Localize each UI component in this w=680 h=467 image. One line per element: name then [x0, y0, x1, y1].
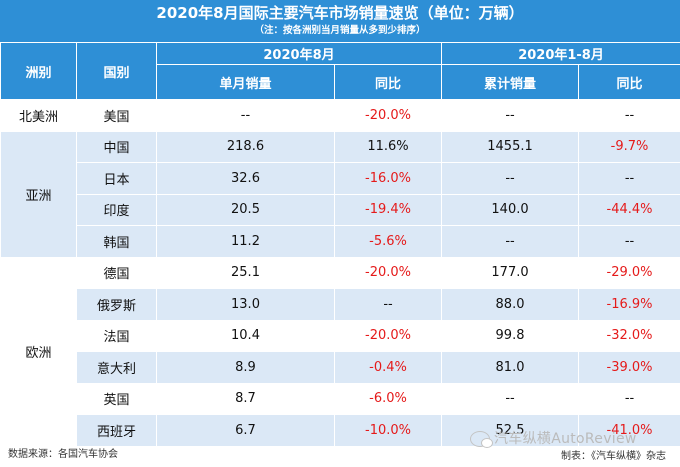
- country-cell: 西班牙: [76, 414, 157, 447]
- ytd-sales-cell: 140.0: [441, 193, 580, 226]
- title-bar: 2020年8月国际主要汽车市场销量速览（单位：万辆） （注：按各洲别当月销量从多…: [0, 0, 680, 42]
- country-cell: 法国: [76, 319, 157, 352]
- yoy-month-cell: -6.0%: [333, 382, 443, 415]
- ytd-sales-cell: --: [441, 162, 580, 195]
- table-row: 英国 8.7 -6.0% -- --: [1, 382, 680, 415]
- watermark-text: 汽车纵横AutoReview: [494, 431, 637, 447]
- yoy-month-cell: -5.6%: [333, 225, 443, 258]
- monthly-sales-cell: 11.2: [156, 225, 335, 258]
- header-yoy-ytd: 同比: [578, 64, 680, 100]
- yoy-month-cell: -0.4%: [333, 351, 443, 384]
- ytd-sales-cell: --: [441, 382, 580, 415]
- country-cell: 中国: [76, 130, 157, 163]
- ytd-sales-cell: 52.5: [441, 414, 580, 447]
- table-subtitle: （注：按各洲别当月销量从多到少排序）: [254, 25, 426, 36]
- table-row: 法国 10.4 -20.0% 99.8 -32.0%: [1, 319, 680, 352]
- monthly-sales-cell: 8.7: [156, 382, 335, 415]
- yoy-month-cell: 11.6%: [333, 130, 443, 163]
- ytd-sales-cell: 1455.1: [441, 130, 580, 163]
- continent-europe: 欧洲: [0, 256, 77, 447]
- yoy-ytd-cell: -16.9%: [578, 288, 680, 321]
- monthly-sales-cell: 20.5: [156, 193, 335, 226]
- yoy-month-cell: -20.0%: [333, 99, 443, 132]
- country-cell: 德国: [76, 256, 157, 289]
- header-continent: 洲别: [0, 42, 77, 100]
- yoy-ytd-cell: --: [578, 225, 680, 258]
- yoy-ytd-cell: -39.0%: [578, 351, 680, 384]
- monthly-sales-cell: 8.9: [156, 351, 335, 384]
- monthly-sales-cell: --: [156, 99, 335, 132]
- table-row: 日本 32.6 -16.0% -- --: [1, 162, 680, 195]
- yoy-ytd-cell: -9.7%: [578, 130, 680, 163]
- country-cell: 英国: [76, 382, 157, 415]
- yoy-month-cell: -16.0%: [333, 162, 443, 195]
- header-monthly-sales: 单月销量: [156, 64, 335, 100]
- watermark: 汽车纵横AutoReview: [470, 428, 637, 448]
- yoy-ytd-cell: -41.0%: [578, 414, 680, 447]
- yoy-ytd-cell: --: [578, 99, 680, 132]
- producer-note: 制表：《汽车纵横》杂志: [561, 451, 666, 462]
- header-row-period: 洲别 国别 2020年8月 2020年1-8月: [0, 42, 680, 100]
- header-period-ytd: 2020年1-8月: [441, 42, 680, 65]
- table-row: 韩国 11.2 -5.6% -- --: [1, 225, 680, 258]
- country-cell: 日本: [76, 162, 157, 195]
- country-cell: 韩国: [76, 225, 157, 258]
- monthly-sales-cell: 6.7: [156, 414, 335, 447]
- yoy-month-cell: -20.0%: [333, 319, 443, 352]
- table-row: 印度 20.5 -19.4% 140.0 -44.4%: [1, 193, 680, 226]
- sales-table: 洲别 国别 2020年8月 2020年1-8月 单月销量 同比 累计销量 同比 …: [0, 42, 680, 447]
- continent-asia: 亚洲: [0, 130, 77, 258]
- ytd-sales-cell: --: [441, 225, 580, 258]
- table-row: 俄罗斯 13.0 -- 88.0 -16.9%: [1, 288, 680, 321]
- header-country: 国别: [76, 42, 157, 100]
- wechat-icon: [470, 431, 493, 448]
- source-note: 数据来源：各国汽车协会: [8, 449, 118, 460]
- ytd-sales-cell: 99.8: [441, 319, 580, 352]
- yoy-month-cell: -20.0%: [333, 256, 443, 289]
- monthly-sales-cell: 218.6: [156, 130, 335, 163]
- yoy-ytd-cell: --: [578, 162, 680, 195]
- yoy-ytd-cell: -32.0%: [578, 319, 680, 352]
- monthly-sales-cell: 32.6: [156, 162, 335, 195]
- ytd-sales-cell: --: [441, 99, 580, 132]
- yoy-ytd-cell: -29.0%: [578, 256, 680, 289]
- country-cell: 俄罗斯: [76, 288, 157, 321]
- yoy-ytd-cell: -44.4%: [578, 193, 680, 226]
- country-cell: 印度: [76, 193, 157, 226]
- table-row: 欧洲 德国 25.1 -20.0% 177.0 -29.0%: [0, 256, 680, 447]
- ytd-sales-cell: 88.0: [441, 288, 580, 321]
- yoy-month-cell: --: [333, 288, 443, 321]
- monthly-sales-cell: 13.0: [156, 288, 335, 321]
- table-row: 北美洲 美国 -- -20.0% -- --: [0, 99, 680, 132]
- header-row-metrics: 单月销量 同比 累计销量 同比: [1, 64, 680, 100]
- yoy-month-cell: -10.0%: [333, 414, 443, 447]
- monthly-sales-cell: 25.1: [156, 256, 335, 289]
- header-period-month: 2020年8月: [155, 42, 443, 65]
- yoy-month-cell: -19.4%: [333, 193, 443, 226]
- table-title: 2020年8月国际主要汽车市场销量速览（单位：万辆）: [156, 4, 524, 22]
- header-yoy-month: 同比: [333, 64, 443, 100]
- table-row: 亚洲 中国 218.6 11.6% 1455.1 -9.7%: [0, 130, 680, 258]
- continent-north-america: 北美洲: [0, 99, 77, 132]
- table-row: 西班牙 6.7 -10.0% 52.5 -41.0%: [1, 414, 680, 447]
- country-cell: 美国: [76, 99, 157, 132]
- monthly-sales-cell: 10.4: [156, 319, 335, 352]
- ytd-sales-cell: 81.0: [441, 351, 580, 384]
- ytd-sales-cell: 177.0: [441, 256, 580, 289]
- table-row: 意大利 8.9 -0.4% 81.0 -39.0%: [1, 351, 680, 384]
- country-cell: 意大利: [76, 351, 157, 384]
- yoy-ytd-cell: --: [578, 382, 680, 415]
- header-ytd-sales: 累计销量: [441, 64, 580, 100]
